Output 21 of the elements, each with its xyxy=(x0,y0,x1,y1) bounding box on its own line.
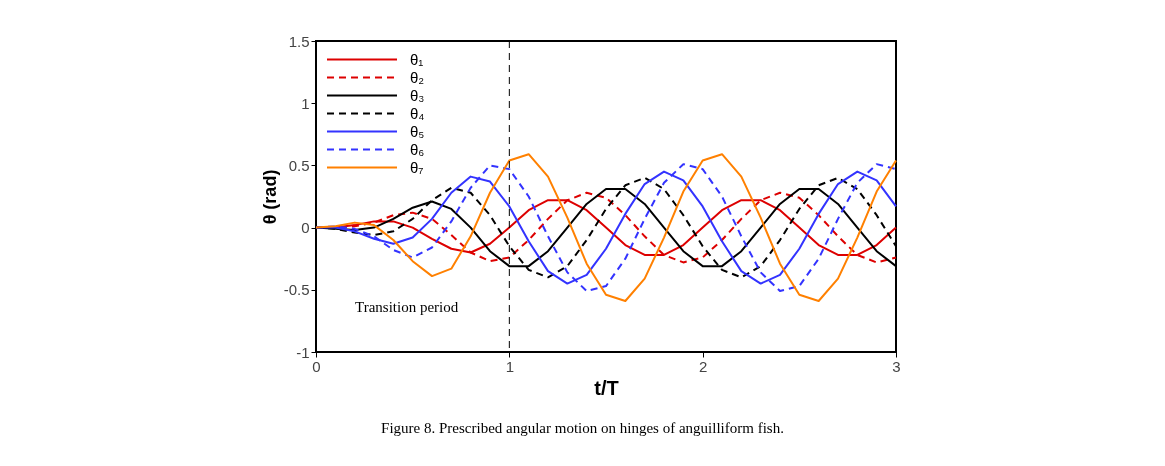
y-axis-title: θ (rad) xyxy=(259,169,280,225)
x-tick-label: 1 xyxy=(505,357,515,375)
x-axis-title: t/T xyxy=(594,376,619,399)
annotation: Transition period xyxy=(355,299,459,316)
x-tick-label: 2 xyxy=(698,357,708,375)
caption: Figure 8. Prescribed angular motion on hinges of anguilliform fish. xyxy=(380,420,785,437)
y-tick-label: 1.5 xyxy=(288,32,310,50)
legend-label: θ₁ xyxy=(410,50,424,68)
legend-label: θ₅ xyxy=(410,122,425,140)
legend-label: θ₃ xyxy=(410,86,425,104)
y-tick-label: 1 xyxy=(301,94,310,112)
legend-label: θ₄ xyxy=(410,104,425,122)
legend-label: θ₇ xyxy=(410,158,424,176)
x-tick-label: 0 xyxy=(312,357,321,375)
y-tick-label: 0 xyxy=(301,219,310,237)
y-tick-label: 0.5 xyxy=(288,156,310,174)
y-tick-label: -1 xyxy=(296,343,310,361)
legend-label: θ₆ xyxy=(410,140,425,158)
y-tick-label: -0.5 xyxy=(283,281,310,299)
legend-label: θ₂ xyxy=(410,68,425,86)
x-tick-label: 3 xyxy=(892,357,901,375)
